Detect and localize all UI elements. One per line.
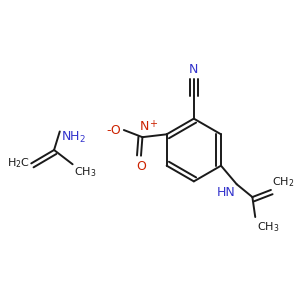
Text: CH$_2$: CH$_2$ (272, 175, 295, 188)
Text: +: + (149, 119, 157, 129)
Text: O: O (136, 160, 146, 173)
Text: N: N (140, 120, 149, 133)
Text: NH$_2$: NH$_2$ (61, 130, 86, 145)
Text: CH$_3$: CH$_3$ (257, 220, 279, 234)
Text: CH$_3$: CH$_3$ (74, 166, 97, 179)
Text: -O: -O (106, 124, 121, 136)
Text: N: N (189, 63, 199, 76)
Text: H$_2$C: H$_2$C (7, 157, 30, 170)
Text: HN: HN (217, 186, 235, 199)
